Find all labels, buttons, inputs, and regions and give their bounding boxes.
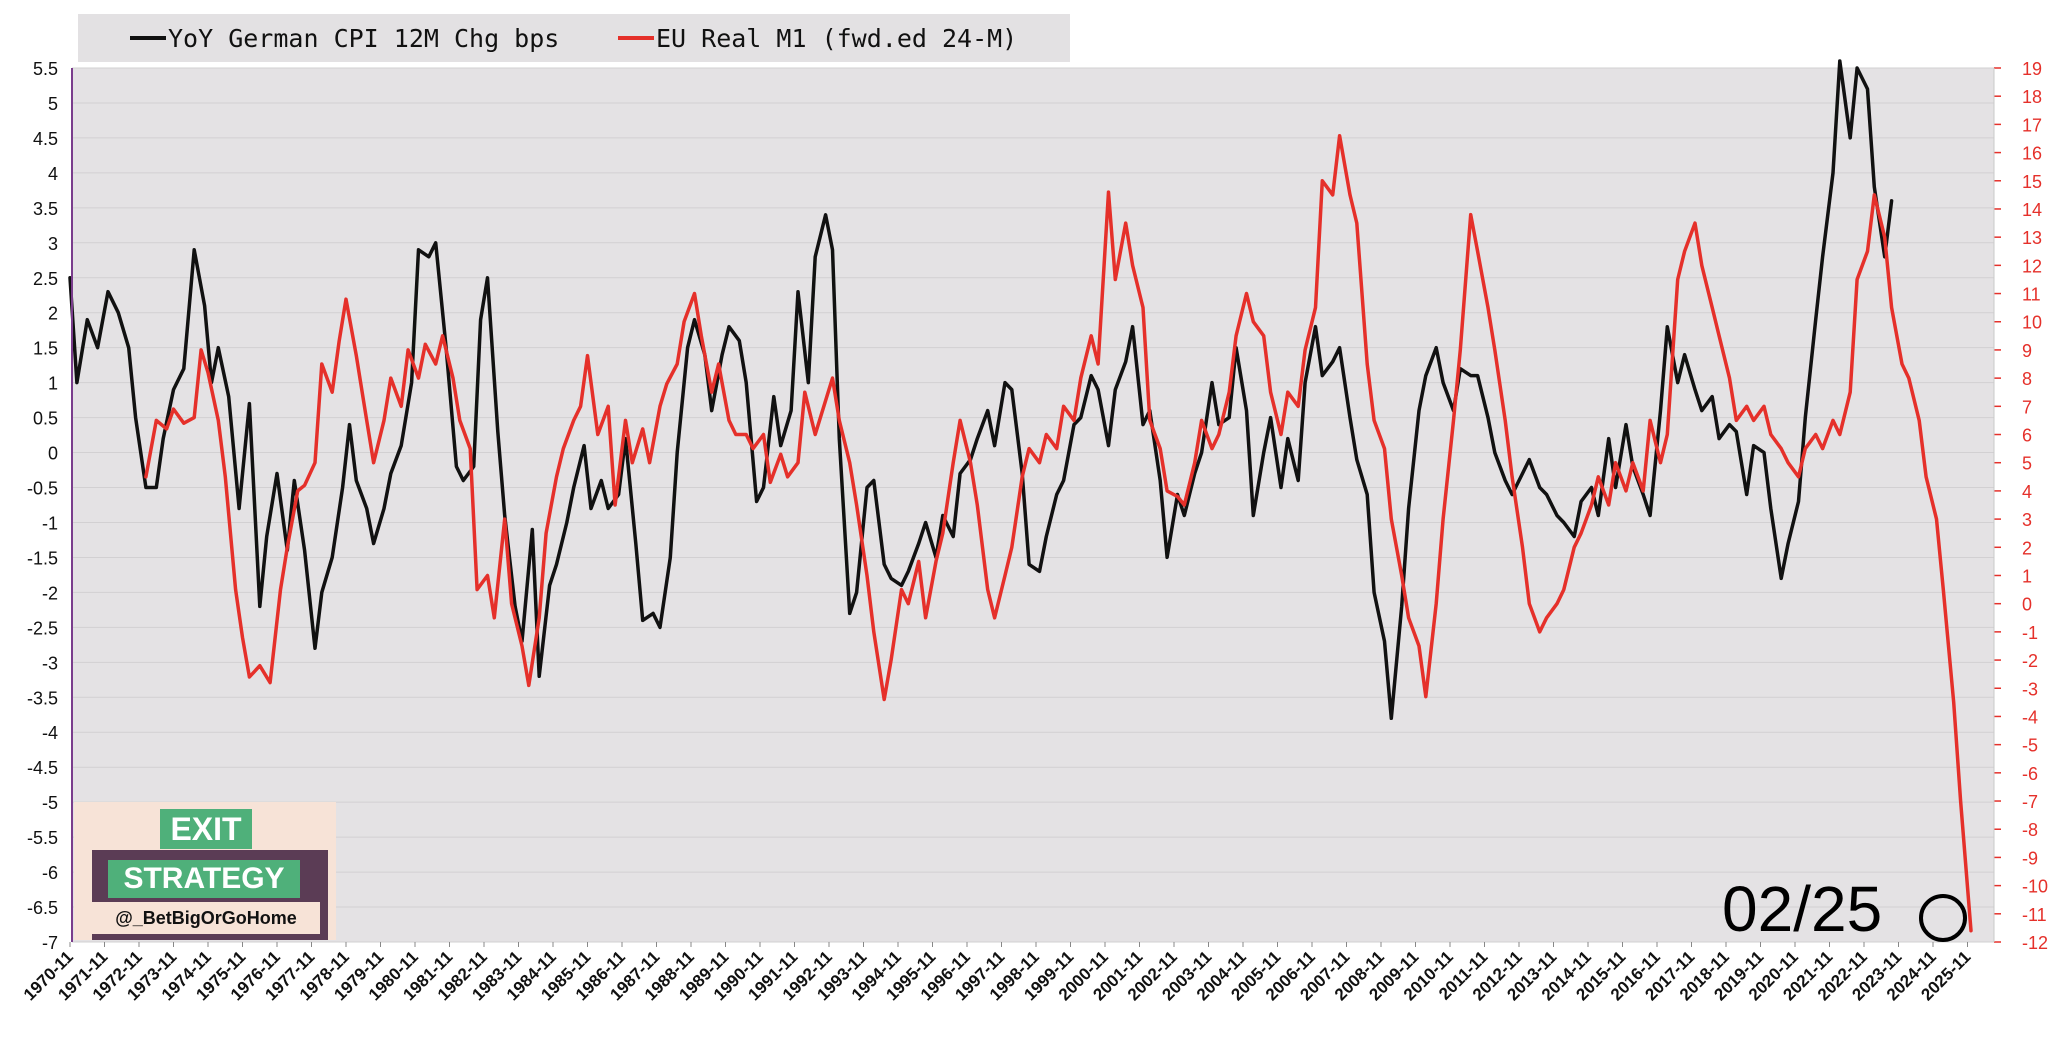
left-tick-label: -0.5 [27,479,58,499]
logo-handle: @_BetBigOrGoHome [92,902,320,934]
right-tick-label: 7 [2022,397,2032,417]
legend-item-cpi: YoY German CPI 12M Chg bps [130,24,559,53]
date-annotation: 02/25 [1722,873,1883,945]
logo-exit-sign: EXIT [160,809,252,849]
legend-swatch-cpi [130,36,166,40]
left-tick-label: 3.5 [33,199,58,219]
left-tick-label: -2 [42,583,58,603]
left-tick-label: 4 [48,164,58,184]
plot-area [72,68,1994,942]
left-tick-label: 1 [48,374,58,394]
exit-strategy-logo: EXIT STRATEGY @_BetBigOrGoHome [74,802,336,940]
left-tick-label: -6.5 [27,898,58,918]
right-tick-label: 8 [2022,369,2032,389]
gridlines [72,67,1994,943]
series-lines [68,59,1973,933]
right-tick-label: 9 [2022,341,2032,361]
right-tick-label: -7 [2022,792,2038,812]
right-tick-label: -2 [2022,651,2038,671]
left-tick-label: -2.5 [27,618,58,638]
right-tick-label: 15 [2022,172,2042,192]
left-tick-label: 2.5 [33,269,58,289]
right-tick-label: 4 [2022,482,2032,502]
right-tick-label: -11 [2022,905,2047,925]
right-tick-label: -6 [2022,764,2038,784]
left-tick-label: 4.5 [33,129,58,149]
right-tick-label: -3 [2022,679,2038,699]
right-tick-label: 12 [2022,256,2042,276]
legend-label-m1: EU Real M1 (fwd.ed 24-M) [656,24,1018,53]
right-tick-label: 14 [2022,200,2042,220]
right-tick-label: 11 [2022,285,2041,305]
left-tick-label: -3.5 [27,688,58,708]
left-tick-label: 5 [48,94,58,114]
left-axis-ticks: 5.5 5 4.5 4 3.5 3 2.5 2 1.5 1 0.5 0 -0.5 -1 -1.5 -2 -2.5… [27,59,58,953]
left-tick-label: 2 [48,304,58,324]
right-tick-label: -4 [2022,707,2038,727]
right-tick-label: -12 [2022,933,2048,953]
right-tick-label: 13 [2022,228,2042,248]
left-tick-label: -4 [42,723,58,743]
right-tick-label: 19 [2022,59,2042,79]
left-tick-label: -3 [42,653,58,673]
left-tick-label: 3 [48,234,58,254]
left-tick-label: 0 [48,444,58,464]
right-tick-label: 2 [2022,538,2032,558]
right-tick-label: -1 [2022,623,2038,643]
legend: YoY German CPI 12M Chg bps EU Real M1 (f… [78,14,1070,62]
right-axis-ticks: 191817161514131211109876543210-1-2-3-4-5… [1994,59,2048,953]
right-tick-label: 18 [2022,87,2042,107]
series-line [68,59,1894,721]
left-tick-label: -1 [42,513,58,533]
x-axis-ticks: 1970-111971-111972-111973-111974-111975-… [20,942,1974,1004]
right-tick-label: 5 [2022,454,2032,474]
legend-swatch-m1 [618,36,654,40]
logo-card: STRATEGY @_BetBigOrGoHome [92,850,328,940]
left-tick-label: 1.5 [33,339,58,359]
legend-item-m1: EU Real M1 (fwd.ed 24-M) [618,24,1017,53]
right-tick-label: 10 [2022,313,2042,333]
left-tick-label: -5 [42,793,58,813]
right-tick-label: 6 [2022,426,2032,446]
right-tick-label: 17 [2022,115,2042,135]
left-tick-label: 0.5 [33,409,58,429]
series-line [144,133,1973,933]
right-tick-label: -8 [2022,820,2038,840]
left-tick-label: -4.5 [27,758,58,778]
right-tick-label: -10 [2022,877,2048,897]
logo-strategy-sign: STRATEGY [108,860,300,898]
right-tick-label: 16 [2022,144,2042,164]
left-tick-label: -6 [42,863,58,883]
legend-label-cpi: YoY German CPI 12M Chg bps [168,24,560,53]
right-tick-label: -9 [2022,848,2038,868]
left-tick-label: -1.5 [27,548,58,568]
left-tick-label: -7 [42,933,58,953]
right-tick-label: 0 [2022,595,2032,615]
left-tick-label: -5.5 [27,828,58,848]
right-tick-label: 1 [2022,566,2032,586]
right-tick-label: 3 [2022,510,2032,530]
latest-point-circle [1919,894,1967,942]
right-tick-label: -5 [2022,736,2038,756]
left-tick-label: 5.5 [33,59,58,79]
